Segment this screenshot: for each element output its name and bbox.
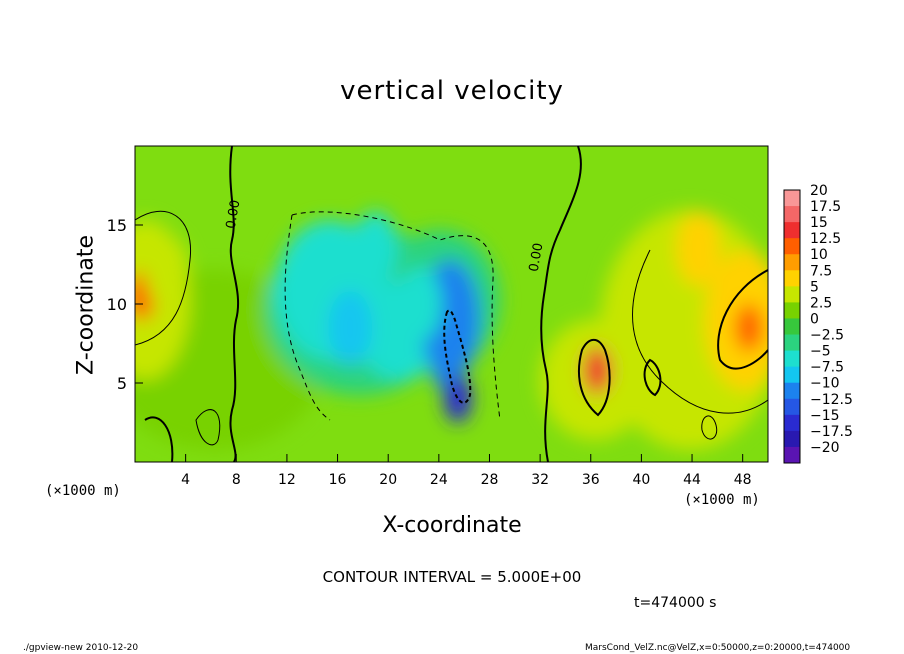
- contour-line: [717, 269, 768, 370]
- plot-area: [135, 146, 768, 462]
- x-tick-label: 4: [181, 472, 190, 488]
- colorbar-swatch: [784, 414, 800, 432]
- x-tick-label: 24: [430, 472, 448, 488]
- colorbar-label: 10: [810, 247, 828, 263]
- x-tick-label: 20: [379, 472, 397, 488]
- y-axis: 5 10 15: [107, 216, 143, 393]
- colorbar-label: 15: [810, 215, 828, 231]
- contour-line: [229, 146, 240, 462]
- colorbar-swatch: [784, 430, 800, 448]
- y-tick-label: 15: [107, 216, 127, 235]
- x-unit-label-right: (×1000 m): [684, 492, 760, 508]
- footer-left: ./gpview-new 2010-12-20: [23, 643, 139, 653]
- time-label: t=474000 s: [634, 595, 717, 611]
- y-axis-label: Z-coordinate: [73, 235, 99, 375]
- x-axis-label: X-coordinate: [382, 513, 522, 538]
- colorbar-label: 20: [810, 183, 828, 199]
- colorbar-label: −5: [810, 344, 831, 360]
- field-feature: [676, 211, 721, 287]
- field-feature: [144, 235, 189, 310]
- colorbar-label: −7.5: [810, 360, 844, 376]
- contour-lines: [135, 146, 768, 462]
- colorbar-swatch: [784, 270, 800, 287]
- contour-line: [195, 409, 221, 446]
- colorbar-label: −2.5: [810, 328, 844, 344]
- field-feature: [353, 211, 398, 287]
- colorbar-label: −12.5: [810, 392, 853, 408]
- x-tick-label: 28: [481, 472, 499, 488]
- x-tick-label: 8: [232, 472, 241, 488]
- colorbar-swatch: [784, 398, 800, 416]
- footer-right: MarsCond_VelZ.nc@VelZ,x=0:50000,z=0:2000…: [585, 643, 851, 653]
- colorbar-label: 2.5: [810, 295, 832, 311]
- contour-line: [135, 210, 192, 346]
- colorbar-swatch: [784, 446, 800, 464]
- colorbar-swatch: [784, 318, 800, 336]
- contour-line: [578, 338, 611, 417]
- x-tick-label: 36: [582, 472, 600, 488]
- colorbar-swatch: [784, 222, 800, 239]
- contour-line: [443, 309, 472, 404]
- contour-line: [144, 416, 174, 462]
- contour-label: 0.00: [527, 242, 547, 273]
- x-tick-label: 16: [329, 472, 347, 488]
- y-tick-label: 5: [117, 374, 127, 393]
- colorbar-label: 5: [810, 279, 819, 295]
- y-tick-label: 10: [107, 295, 127, 314]
- field-feature: [397, 266, 442, 342]
- chart-title: vertical velocity: [340, 76, 564, 106]
- colorbar-swatch: [784, 286, 800, 303]
- x-unit-label-left: (×1000 m): [45, 483, 121, 499]
- colorbar-label: 17.5: [810, 199, 841, 215]
- colorbar: 2017.51512.5107.552.50−2.5−5−7.5−10−12.5…: [783, 183, 853, 464]
- contour-line: [643, 358, 662, 397]
- x-axis: 4 8 12 16 20 24 28 32 36 40 44 48: [181, 454, 752, 488]
- colorbar-swatch: [784, 302, 800, 319]
- contour-line: [701, 415, 718, 440]
- contour-line: [291, 211, 501, 421]
- x-tick-label: 32: [531, 472, 549, 488]
- colorbar-label: 7.5: [810, 263, 832, 279]
- velocity-field: [135, 210, 768, 450]
- field-feature: [583, 346, 612, 395]
- colorbar-label: −10: [810, 376, 840, 392]
- field-feature: [443, 375, 472, 423]
- contour-line: [540, 146, 582, 462]
- colorbar-swatch: [784, 238, 800, 255]
- colorbar-swatch: [784, 366, 800, 384]
- x-tick-label: 48: [734, 472, 752, 488]
- colorbar-label: 0: [810, 311, 819, 327]
- colorbar-label: −17.5: [810, 424, 853, 440]
- contour-interval-text: CONTOUR INTERVAL = 5.000E+00: [322, 568, 582, 586]
- colorbar-swatch: [784, 382, 800, 400]
- colorbar-swatch: [784, 190, 800, 207]
- contour-label: 0.00: [224, 199, 244, 230]
- colorbar-swatch: [784, 350, 800, 368]
- colorbar-swatch: [784, 254, 800, 271]
- field-feature: [328, 290, 373, 366]
- x-tick-label: 40: [632, 472, 650, 488]
- x-tick-label: 12: [278, 472, 296, 488]
- colorbar-label: −20: [810, 440, 840, 456]
- colorbar-label: −15: [810, 408, 840, 424]
- colorbar-label: 12.5: [810, 231, 841, 247]
- x-tick-label: 44: [683, 472, 701, 488]
- contour-line: [284, 214, 331, 421]
- field-feature: [735, 303, 764, 352]
- colorbar-swatch: [784, 334, 800, 352]
- contour-labels: 0.00 0.00: [224, 199, 547, 273]
- colorbar-swatch: [784, 206, 800, 223]
- colorbar-frame: [783, 189, 801, 464]
